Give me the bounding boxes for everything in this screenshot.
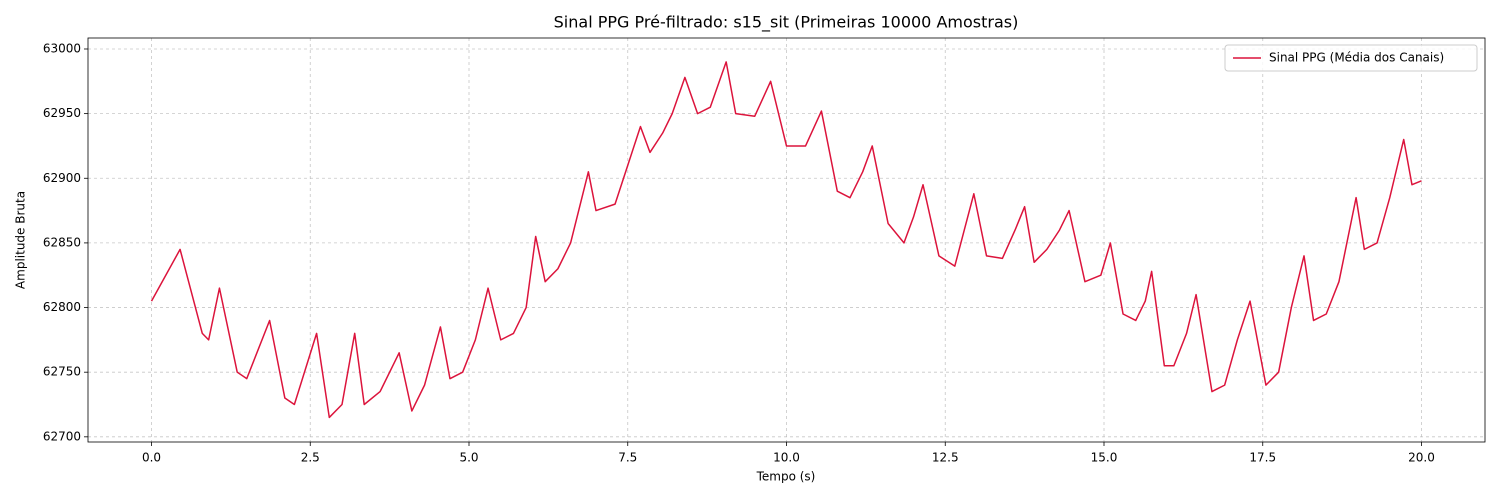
y-tick-label: 62850 [43,235,81,249]
plot-frame [87,37,1486,443]
x-tick-label: 20.0 [1408,451,1435,465]
legend-box [1224,44,1478,72]
legend-label: Sinal PPG (Média dos Canais) [1269,51,1444,65]
y-tick-label: 63000 [43,41,81,55]
y-tick-label: 62950 [43,106,81,120]
chart-title: Sinal PPG Pré-filtrado: s15_sit (Primeir… [554,13,1019,33]
y-tick-label: 62900 [43,171,81,185]
x-tick-label: 15.0 [1091,451,1118,465]
x-tick-label: 0.0 [142,451,161,465]
y-axis-label: Amplitude Bruta [14,191,28,289]
y-tick-label: 62800 [43,300,81,314]
x-tick-label: 17.5 [1249,451,1276,465]
y-tick-label: 62750 [43,365,81,379]
x-tick-label: 5.0 [459,451,478,465]
x-tick-label: 2.5 [301,451,320,465]
x-tick-label: 10.0 [773,451,800,465]
x-axis-label: Tempo (s) [756,470,816,484]
legend: Sinal PPG (Média dos Canais) [1224,44,1478,72]
data-line [150,61,1422,419]
x-tick-label: 12.5 [932,451,959,465]
y-tick-label: 62700 [43,429,81,443]
x-tick-label: 7.5 [618,451,637,465]
